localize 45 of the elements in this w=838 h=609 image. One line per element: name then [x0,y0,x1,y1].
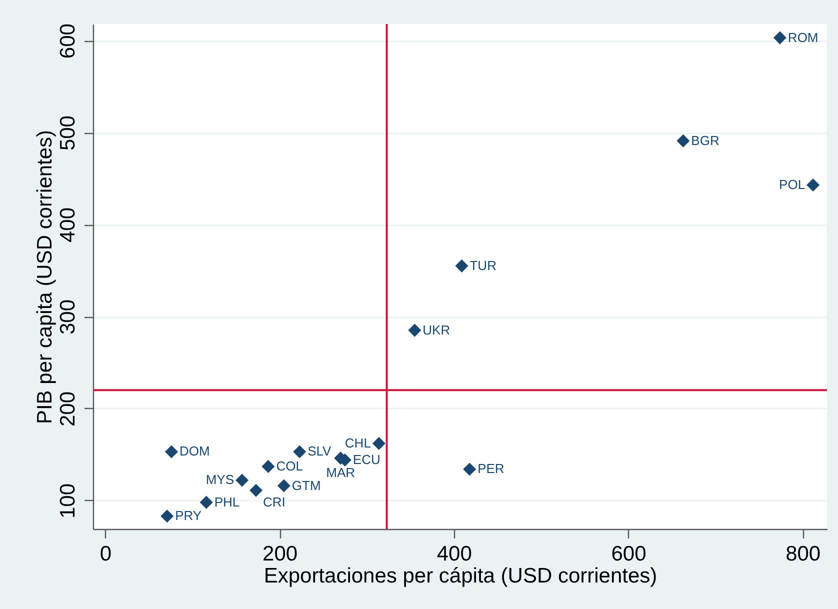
point [372,436,386,450]
annotation: MYS [206,472,234,488]
point [293,445,306,458]
annotation: CRI [263,494,286,510]
annotation: BGR [691,132,720,148]
annotation: POL [779,176,806,192]
point [262,460,275,473]
x-tick-label: 400 [436,542,472,566]
annotation: UKR [422,322,450,338]
annotation: TUR [470,258,496,273]
y-tick-label: 200 [56,391,80,427]
y-tick-label: 400 [56,208,80,243]
x-tick-label: 0 [100,542,112,566]
point [277,479,290,492]
point [236,474,249,487]
annotation: PRY [175,508,202,524]
point [164,445,178,458]
annotation: PHL [214,494,240,510]
annotation: COL [276,458,303,474]
point [773,31,786,44]
point [160,510,174,523]
x-tick-label: 200 [262,542,298,566]
point [676,134,690,148]
point [200,496,213,509]
point [463,462,476,476]
x-tick-label: 800 [786,542,821,566]
x-tick-label: 600 [611,542,646,566]
annotation: GTM [292,478,321,493]
y-tick-label: 300 [56,299,80,335]
y-axis-title: PIB per capita (USD corrientes) [34,130,56,424]
annotation: PER [478,461,504,476]
annotation: MAR [326,465,356,480]
annotation: SLV [308,444,332,459]
point [249,484,263,497]
annotation: ECU [352,452,380,468]
annotation: DOM [179,444,210,459]
annotation: ROM [788,30,818,45]
y-tick-label: 600 [56,24,80,59]
point [408,324,422,337]
point [455,259,468,272]
annotation: CHL [344,435,371,450]
y-tick-label: 100 [56,483,80,519]
x-axis-title: Exportaciones per cápita (USD corrientes) [264,564,658,588]
point [806,178,820,192]
y-tick-label: 500 [56,116,80,151]
